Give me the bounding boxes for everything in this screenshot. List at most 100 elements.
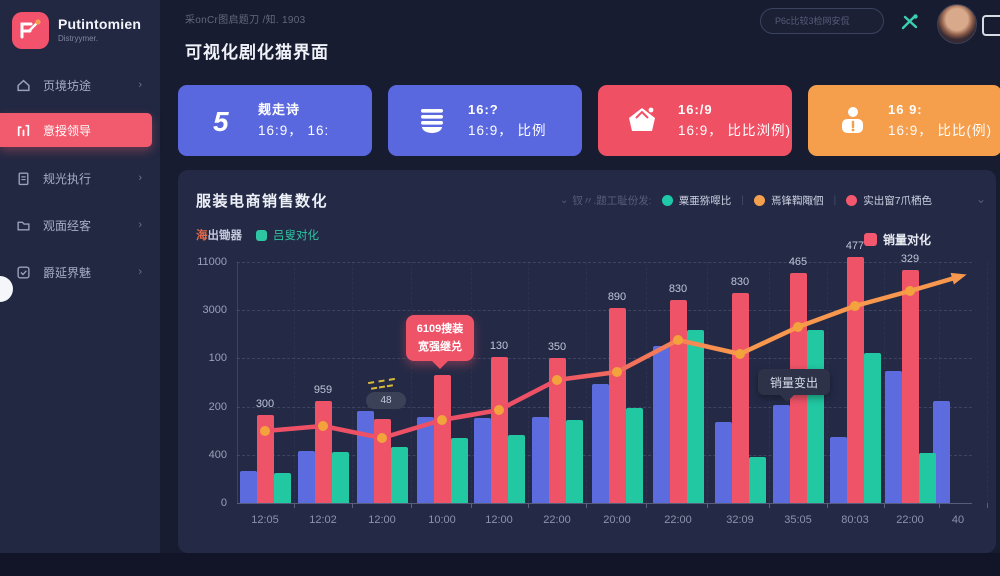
blue-bar	[297, 451, 315, 503]
gridline-vertical	[987, 262, 988, 503]
blue-bar	[356, 411, 374, 503]
red-bar	[846, 257, 864, 503]
blue-bar	[714, 422, 732, 503]
y-axis-label: 11000	[197, 256, 227, 268]
green-bar	[625, 408, 643, 503]
home-icon	[16, 78, 31, 93]
x-axis-label: 40	[951, 514, 965, 526]
user-avatar[interactable]	[937, 4, 977, 44]
chart-legend: ⌄ 钗〃.题工耻份发: 粟亜猕噿比 | 焉锋鞫陬伵 | 实出窗7爪栖色	[560, 192, 980, 208]
bar-value-label: 130	[489, 340, 509, 352]
axis-tick	[294, 503, 295, 508]
sidebar-item-0[interactable]: 页境坊途 ›	[0, 68, 160, 102]
bar-value-label: 959	[313, 384, 333, 396]
legend-square-red	[864, 233, 877, 246]
bar-value-label: 830	[668, 283, 688, 295]
legend-item-2[interactable]: 实出窗7爪栖色	[863, 194, 933, 207]
callout-line-1: 6109搜装	[416, 323, 464, 335]
chevron-down-icon[interactable]: ⌄	[976, 192, 987, 206]
gridline-vertical	[884, 262, 885, 503]
stat-card-2[interactable]: 16:/9 16:9， 比比浏例)	[598, 85, 792, 156]
axis-tick	[707, 503, 708, 508]
green-bar	[450, 438, 468, 503]
blue-bar	[416, 417, 434, 503]
green-bar	[806, 330, 824, 503]
series-legend-label: 销量对化	[883, 233, 932, 247]
axis-tick	[471, 503, 472, 508]
axis-tick	[987, 503, 988, 508]
x-axis-label: 12:02	[309, 514, 337, 526]
card-title: 16 9:	[888, 102, 923, 118]
axis-tick	[586, 503, 587, 508]
red-bar	[608, 308, 626, 503]
gridline-vertical	[352, 262, 353, 503]
legend-square-green	[256, 229, 267, 241]
stat-card-1[interactable]: 16:? 16:9， 比例	[388, 85, 582, 156]
gridline	[237, 262, 972, 263]
sub-legend-item[interactable]: 吕叟对化	[273, 230, 319, 242]
sidebar-item-1[interactable]: 意授领导	[0, 113, 152, 147]
y-axis	[237, 262, 238, 503]
hover-tooltip: 销量变出	[758, 369, 831, 402]
gridline-vertical	[586, 262, 587, 503]
red-bar	[433, 375, 451, 503]
sidebar-item-label: 规光执行	[43, 171, 92, 186]
chevron-right-icon: ›	[138, 266, 142, 278]
page-title: 可视化剧化猫界面	[185, 43, 329, 62]
x-axis-label: 10:00	[428, 514, 456, 526]
chevron-right-icon: ›	[138, 79, 142, 91]
x-axis-label: 12:05	[251, 514, 279, 526]
callout-line-2: 宽强继兑	[418, 340, 462, 353]
x-axis-label: 20:00	[603, 514, 631, 526]
green-bar	[507, 435, 525, 503]
trend-icon	[16, 123, 31, 138]
blue-bar	[884, 371, 902, 503]
blue-bar	[829, 437, 847, 503]
card-title: 16:?	[468, 102, 499, 118]
gridline-vertical	[471, 262, 472, 503]
chevron-down-icon[interactable]: ⌄	[560, 194, 569, 206]
sidebar-item-4[interactable]: 爵延界魅 ›	[0, 255, 160, 289]
bar-value-label: 350	[547, 341, 567, 353]
green-bar	[565, 420, 583, 503]
gridline-vertical	[707, 262, 708, 503]
blue-bar	[772, 405, 790, 503]
chevron-right-icon: ›	[138, 172, 142, 184]
sidebar-item-2[interactable]: 规光执行 ›	[0, 161, 160, 195]
logo[interactable]: Putintomien Distryymer.	[12, 10, 152, 50]
list-lines-icon	[412, 101, 452, 141]
bar-value-label: 329	[900, 253, 920, 265]
search-input[interactable]	[760, 8, 884, 34]
y-axis-label: 100	[208, 352, 227, 365]
bar-value-label: 477	[845, 240, 865, 252]
x-axis-label: 80:03	[841, 514, 869, 526]
shopping-bag-icon	[622, 101, 662, 141]
legend-separator: |	[833, 194, 837, 206]
tools-icon[interactable]	[900, 12, 920, 32]
stat-card-3[interactable]: 16 9: 16:9， 比比(例)	[808, 85, 1000, 156]
gridline-vertical	[528, 262, 529, 503]
legend-item-0[interactable]: 粟亜猕噿比	[678, 194, 732, 207]
sidebar-item-label: 页境坊途	[43, 78, 92, 93]
green-bar	[686, 330, 704, 503]
blue-bar	[652, 346, 670, 503]
flag-5-icon: 5	[202, 101, 242, 141]
axis-tick	[528, 503, 529, 508]
legend-dot-teal	[661, 194, 673, 206]
chart-title: 服装电商销售数化	[196, 193, 329, 210]
series-legend[interactable]: 销量对化	[864, 231, 931, 248]
legend-dot-orange	[753, 194, 765, 206]
legend-item-1[interactable]: 焉锋鞫陬伵	[770, 194, 824, 207]
value-tooltip: 48	[366, 392, 406, 409]
x-axis-label: 32:09	[726, 514, 754, 526]
window-icon[interactable]	[982, 15, 1000, 36]
stat-card-0[interactable]: 5 觌走诗 16:9， 16:	[178, 85, 372, 156]
sidebar-item-label: 意授领导	[43, 123, 92, 138]
red-bar	[256, 415, 274, 503]
x-axis	[237, 503, 972, 504]
red-bar	[669, 300, 687, 503]
app-title: Putintomien	[58, 16, 142, 32]
sidebar-item-3[interactable]: 观面经客 ›	[0, 208, 160, 242]
legend-muted-label: 钗〃.题工耻份发:	[572, 194, 652, 207]
